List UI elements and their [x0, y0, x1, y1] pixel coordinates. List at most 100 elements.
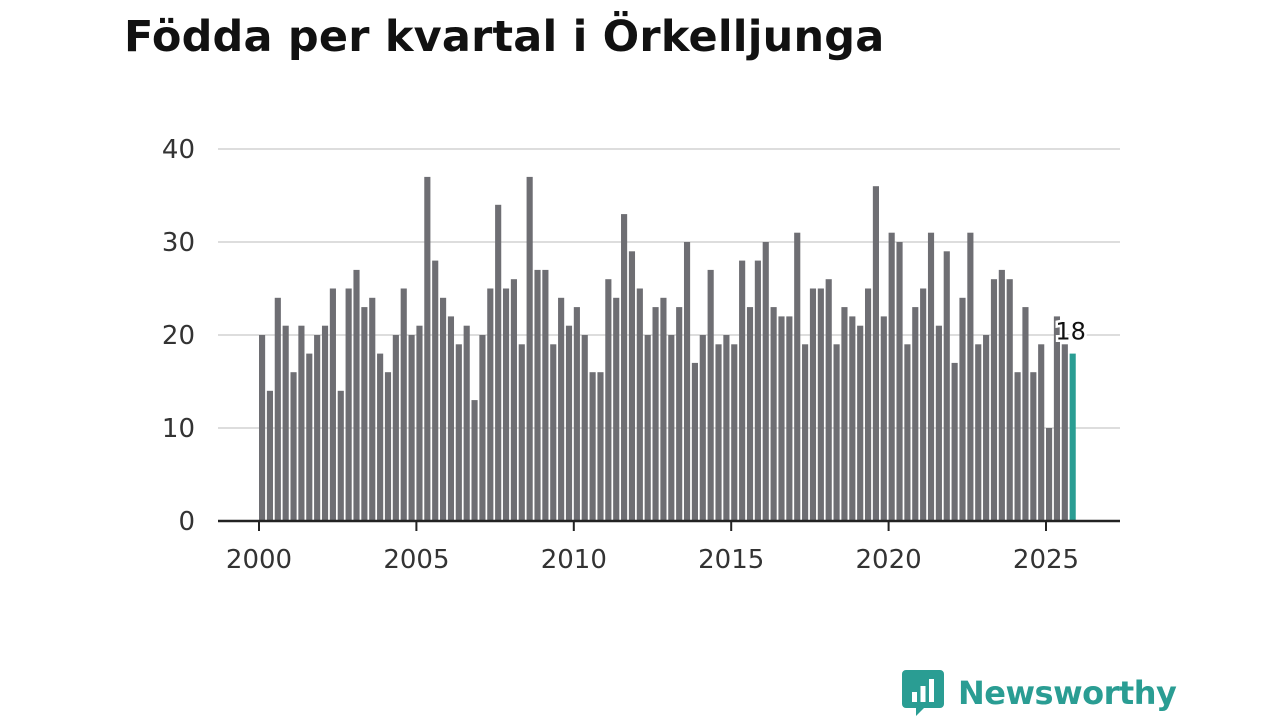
- bar: [975, 344, 982, 521]
- bar: [589, 372, 596, 521]
- y-tick-label: 20: [162, 321, 195, 351]
- y-tick-label: 0: [178, 507, 195, 537]
- bar: [542, 269, 549, 521]
- bar: [778, 316, 785, 521]
- bar: [802, 344, 809, 521]
- bar: [927, 232, 935, 521]
- brand[interactable]: Newsworthy: [902, 670, 1177, 716]
- bar: [471, 400, 478, 521]
- bar: [943, 251, 950, 522]
- labels: 0 10 20 30 40 2000 2005 2010 2015 2020 2025 18: [162, 135, 1089, 575]
- bar: [416, 325, 423, 521]
- bar: [951, 362, 958, 521]
- bar: [314, 335, 321, 521]
- bar: [739, 260, 746, 521]
- bar: [691, 362, 698, 521]
- bar: [345, 288, 352, 521]
- bar: [550, 344, 557, 521]
- bar: [990, 279, 998, 521]
- bar: [770, 307, 777, 521]
- x-tick-label: 2005: [383, 545, 449, 575]
- bar: [1014, 372, 1021, 521]
- x-tick-label: 2025: [1013, 545, 1079, 575]
- bar: [424, 176, 431, 521]
- bar: [495, 204, 502, 522]
- x-tick-label: 2020: [856, 545, 922, 575]
- bar: [1038, 344, 1045, 521]
- bar: [432, 260, 439, 521]
- bar: [487, 288, 494, 521]
- bar: [565, 325, 573, 521]
- bar: [329, 288, 336, 521]
- bar: [621, 214, 628, 521]
- bar: [754, 260, 761, 521]
- bar: [959, 297, 966, 521]
- bar: [534, 269, 541, 521]
- bar: [369, 297, 376, 521]
- bar: [290, 372, 297, 521]
- bar: [502, 288, 510, 521]
- bar: [377, 353, 384, 521]
- bar: [628, 251, 636, 522]
- x-tick-label: 2000: [226, 545, 292, 575]
- y-tick-label: 10: [162, 414, 195, 444]
- bar: [833, 344, 840, 521]
- bar: [715, 344, 722, 521]
- brand-name: Newsworthy: [958, 674, 1177, 712]
- bar: [904, 344, 911, 521]
- bar: [888, 232, 895, 521]
- bar: [1053, 316, 1061, 521]
- bar: [825, 279, 832, 521]
- bar-chart-bubble-icon: [902, 670, 944, 716]
- bar: [1046, 428, 1053, 521]
- bar: [581, 335, 588, 521]
- bar: [920, 288, 927, 521]
- bar: [266, 390, 274, 521]
- bar: [762, 242, 769, 521]
- bar: [573, 307, 580, 521]
- bar: [699, 335, 706, 521]
- bar-latest: [1069, 353, 1076, 521]
- bar: [321, 325, 329, 521]
- latest-value-label: 18: [1055, 318, 1086, 346]
- bar: [408, 335, 415, 521]
- x-tick-label: 2015: [698, 545, 764, 575]
- bar: [683, 242, 691, 521]
- bar: [282, 325, 289, 521]
- bar: [660, 297, 667, 521]
- bar: [384, 372, 392, 521]
- bar: [463, 325, 470, 521]
- bar: [864, 288, 872, 521]
- bar-chart: 0 10 20 30 40 2000 2005 2010 2015 2020 2025 18: [162, 135, 1120, 575]
- y-tick-label: 30: [162, 228, 195, 258]
- bar: [731, 344, 738, 521]
- bar: [306, 353, 313, 521]
- bar: [259, 335, 266, 521]
- bar: [652, 307, 659, 521]
- bar: [361, 307, 368, 521]
- bar: [794, 232, 801, 521]
- bar: [479, 335, 486, 521]
- axes: [218, 519, 1120, 531]
- bar: [896, 242, 903, 521]
- bars: [259, 176, 1076, 522]
- bar: [967, 232, 974, 521]
- bar: [605, 279, 612, 521]
- bar: [510, 279, 517, 521]
- bar: [817, 288, 824, 521]
- bar: [597, 372, 604, 521]
- bar: [983, 335, 990, 521]
- bar: [707, 269, 714, 521]
- bar: [455, 344, 462, 521]
- bar: [872, 186, 879, 521]
- bar: [1030, 372, 1037, 521]
- chart-title: Födda per kvartal i Örkelljunga: [124, 12, 885, 62]
- x-tick-label: 2010: [541, 545, 607, 575]
- bar: [440, 297, 447, 521]
- bar: [636, 288, 643, 521]
- bar: [392, 335, 399, 521]
- bar: [447, 316, 455, 521]
- bar: [809, 288, 817, 521]
- bar: [1006, 279, 1013, 521]
- bar: [298, 325, 305, 521]
